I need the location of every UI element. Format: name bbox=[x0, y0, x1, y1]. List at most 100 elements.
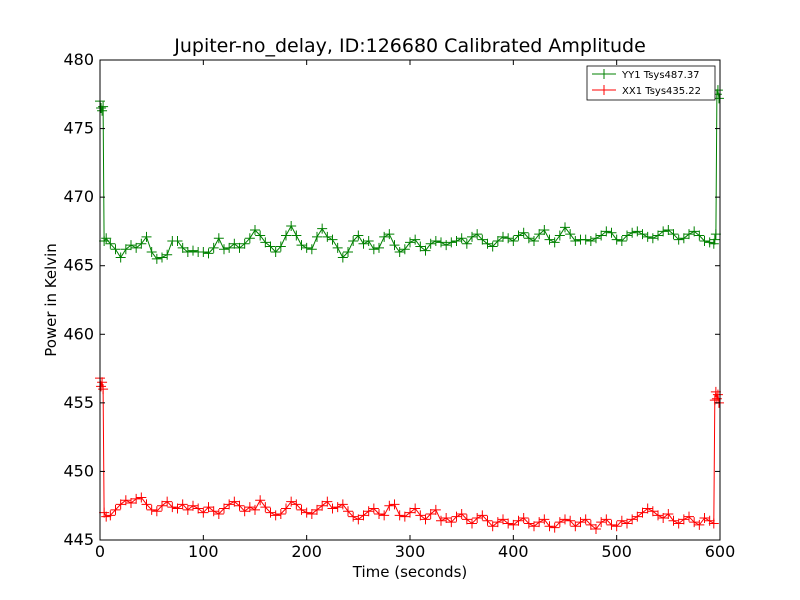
data-point bbox=[708, 518, 719, 529]
data-point bbox=[508, 236, 519, 247]
data-point bbox=[120, 244, 131, 255]
data-point bbox=[224, 499, 235, 510]
data-point bbox=[146, 504, 157, 515]
data-point bbox=[591, 524, 601, 535]
data-point bbox=[684, 229, 694, 240]
data-point bbox=[498, 231, 508, 242]
data-point bbox=[363, 506, 374, 517]
data-point bbox=[591, 233, 601, 244]
data-point bbox=[399, 511, 410, 522]
data-point bbox=[544, 234, 555, 245]
data-point bbox=[317, 223, 328, 234]
data-point bbox=[647, 506, 658, 517]
y-tick-label: 475 bbox=[63, 119, 94, 138]
data-point bbox=[291, 499, 302, 510]
data-point bbox=[482, 515, 493, 526]
data-point bbox=[301, 507, 312, 518]
data-point bbox=[213, 508, 224, 519]
data-point bbox=[99, 236, 110, 247]
data-point bbox=[379, 231, 390, 242]
data-point bbox=[172, 236, 183, 247]
data-point bbox=[678, 514, 689, 525]
data-point bbox=[337, 499, 348, 510]
data-point bbox=[296, 240, 307, 251]
data-point bbox=[275, 508, 286, 519]
data-point bbox=[461, 238, 472, 249]
data-point bbox=[327, 503, 338, 514]
data-point bbox=[126, 497, 136, 508]
data-point bbox=[255, 230, 266, 241]
data-point bbox=[653, 230, 663, 241]
data-point bbox=[348, 236, 359, 247]
data-point bbox=[420, 245, 431, 256]
legend-marker bbox=[599, 85, 609, 95]
data-point bbox=[704, 237, 715, 248]
data-point bbox=[384, 500, 395, 511]
legend: YY1 Tsys487.37 XX1 Tsys435.22 bbox=[586, 65, 716, 101]
data-point bbox=[332, 502, 343, 513]
data-point bbox=[694, 230, 705, 241]
data-point bbox=[270, 510, 281, 521]
data-point bbox=[508, 519, 519, 530]
y-axis-label: Power in Kelvin bbox=[42, 243, 60, 357]
data-point bbox=[312, 504, 322, 515]
data-point bbox=[704, 515, 715, 526]
data-point bbox=[632, 226, 643, 237]
x-tick-label: 200 bbox=[291, 542, 322, 561]
data-point bbox=[529, 521, 539, 532]
data-point bbox=[467, 518, 477, 529]
series-2 bbox=[95, 373, 724, 535]
data-point bbox=[668, 515, 679, 526]
data-point bbox=[213, 233, 224, 244]
data-point bbox=[477, 234, 488, 245]
data-point bbox=[301, 242, 312, 253]
data-point bbox=[451, 236, 462, 247]
x-tick-label: 400 bbox=[498, 542, 529, 561]
data-point bbox=[327, 234, 338, 245]
data-point bbox=[565, 515, 576, 526]
data-point bbox=[265, 241, 276, 252]
data-point bbox=[162, 496, 173, 507]
data-point bbox=[708, 238, 719, 249]
x-tick-label: 500 bbox=[601, 542, 632, 561]
data-point bbox=[446, 237, 457, 248]
data-point bbox=[363, 236, 374, 247]
data-point bbox=[244, 233, 255, 244]
data-point bbox=[415, 241, 426, 252]
data-point bbox=[518, 513, 529, 524]
data-point bbox=[492, 236, 503, 247]
data-point bbox=[198, 507, 209, 518]
data-point bbox=[601, 226, 612, 237]
data-point bbox=[182, 247, 193, 257]
data-point bbox=[141, 499, 152, 510]
data-point bbox=[436, 515, 446, 526]
data-point bbox=[498, 514, 508, 525]
data-point bbox=[110, 244, 121, 255]
data-point bbox=[188, 500, 198, 511]
data-point bbox=[219, 503, 229, 514]
data-point bbox=[177, 242, 188, 253]
y-tick-label: 460 bbox=[63, 324, 94, 343]
data-point bbox=[596, 517, 607, 528]
data-point bbox=[596, 230, 607, 241]
data-point bbox=[709, 395, 720, 406]
data-point bbox=[193, 503, 204, 514]
data-point bbox=[627, 227, 638, 238]
data-point bbox=[523, 233, 534, 244]
data-point bbox=[322, 231, 333, 242]
data-point bbox=[151, 253, 162, 264]
data-point bbox=[120, 495, 131, 506]
data-point bbox=[430, 236, 441, 247]
data-point bbox=[270, 247, 281, 257]
x-tick-label: 300 bbox=[395, 542, 426, 561]
data-point bbox=[653, 510, 663, 521]
data-point bbox=[260, 502, 271, 513]
data-point bbox=[405, 237, 415, 248]
data-point bbox=[709, 234, 720, 245]
data-point bbox=[275, 241, 286, 252]
data-point bbox=[446, 517, 457, 528]
data-point bbox=[467, 231, 477, 242]
data-point bbox=[637, 229, 648, 240]
data-point bbox=[456, 508, 467, 519]
